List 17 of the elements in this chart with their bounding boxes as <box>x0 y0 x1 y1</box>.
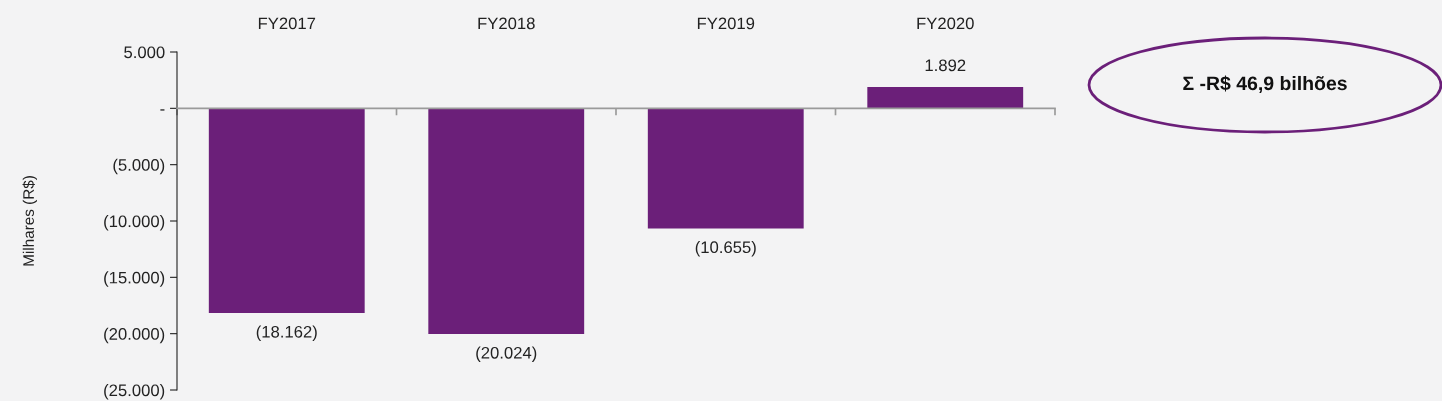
data-label: (18.162) <box>256 325 317 341</box>
y-axis-title: Milhares (R$) <box>22 176 37 266</box>
x-tick-label: FY2017 <box>258 17 316 30</box>
x-tick-label: FY2018 <box>478 17 535 30</box>
text: Σ -R$ 46,9 bilhões <box>1183 75 1347 94</box>
y-tick-label: 5.000 <box>124 46 165 59</box>
data-label: (20.024) <box>476 346 537 362</box>
data-label: (10.655) <box>695 240 756 257</box>
x-tick-label: FY2019 <box>697 17 755 30</box>
y-tick-label: - <box>160 109 165 111</box>
y-tick-label: (5.000) <box>113 158 165 175</box>
y-tick-label: (20.000) <box>104 327 165 344</box>
y-tick-label: (15.000) <box>104 271 165 287</box>
y-tick-label: (10.000) <box>104 214 165 231</box>
x-tick-label: FY2020 <box>917 17 974 30</box>
data-label: 1.892 <box>925 59 966 72</box>
y-tick-label: (25.000) <box>104 383 165 400</box>
